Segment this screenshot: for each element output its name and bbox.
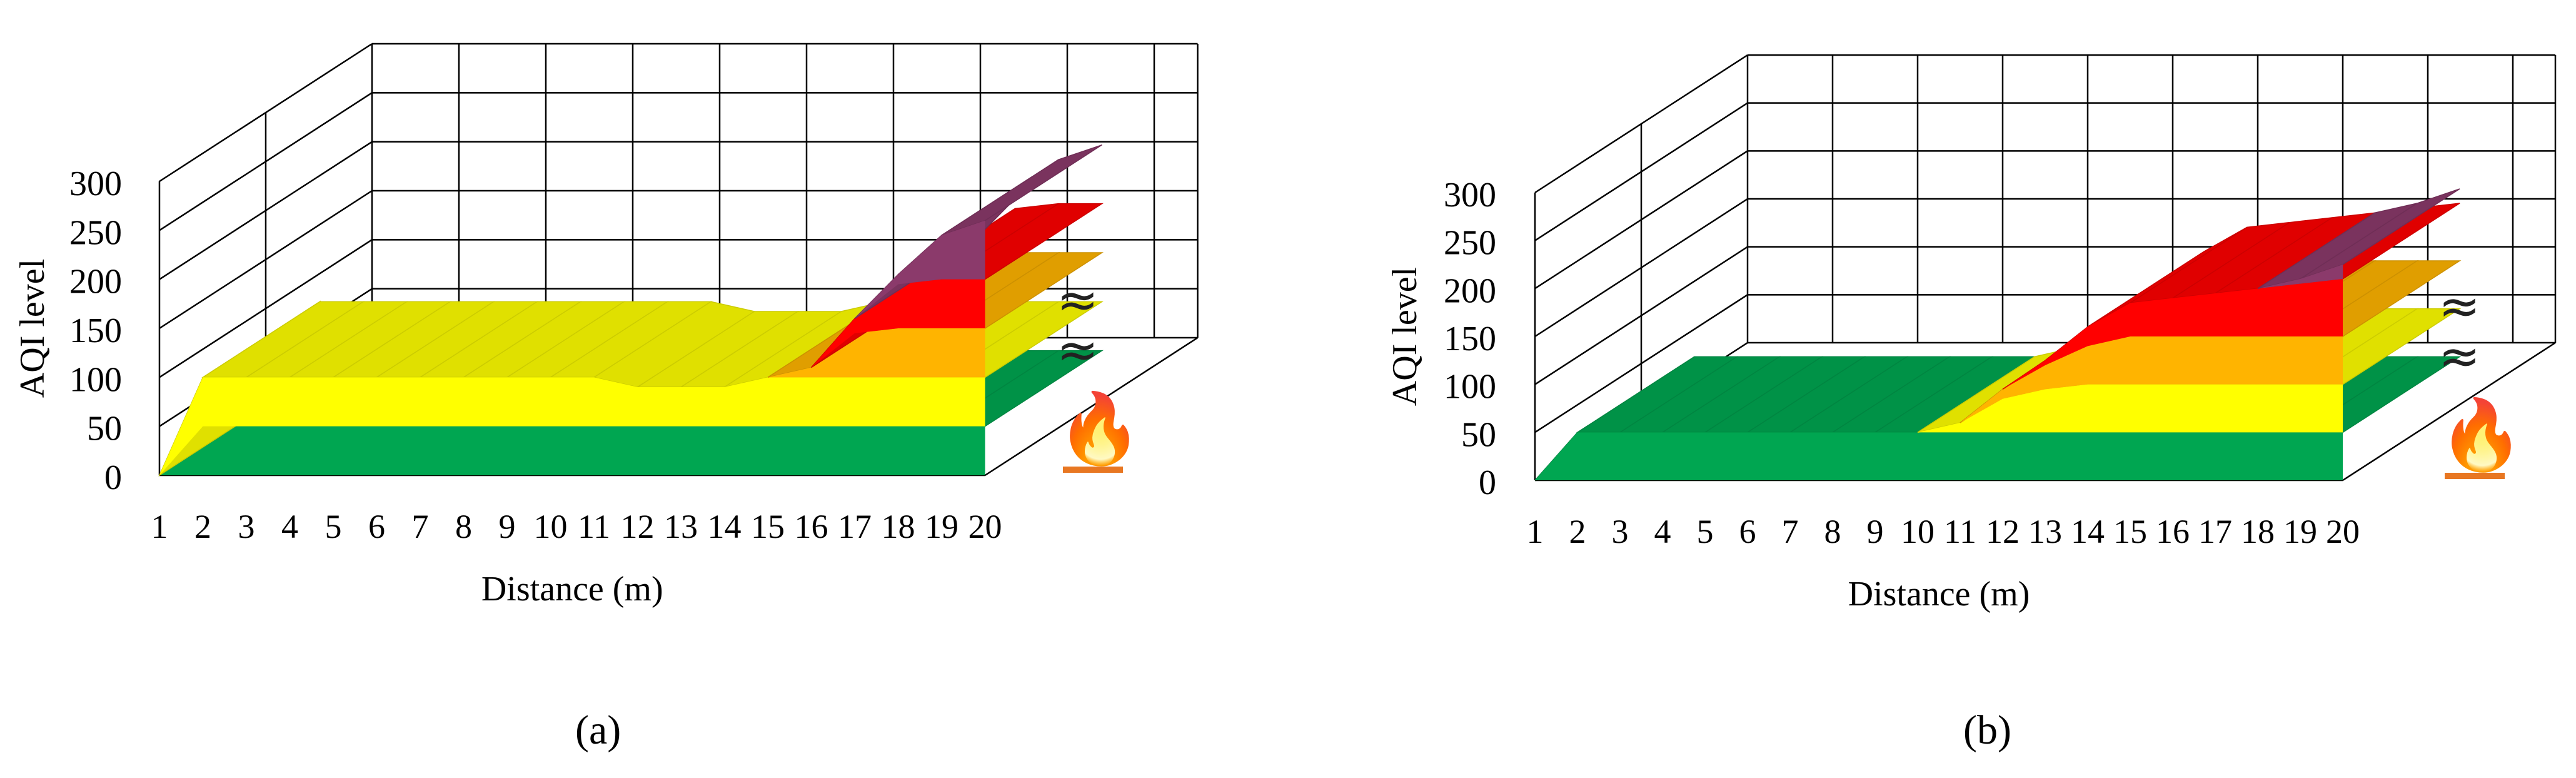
x-tick-label: 4 bbox=[281, 508, 298, 545]
x-tick-label: 18 bbox=[882, 508, 915, 545]
source-icon-group-b: ≈ ≈ 🔥 bbox=[2438, 277, 2526, 479]
fire-icon: 🔥 bbox=[2438, 395, 2524, 475]
fire-base-icon bbox=[1063, 467, 1123, 473]
source-icon-group-a: ≈ ≈ 🔥 bbox=[1057, 271, 1144, 473]
y-tick-label: 100 bbox=[69, 360, 122, 399]
steam-icon: ≈ ≈ bbox=[1057, 271, 1105, 379]
x-tick-label: 5 bbox=[1697, 513, 1714, 550]
chart-panel-a: 0 50 100 150 200 250 300 1 2 3 4 5 6 7 8 9 10 11 12 13 14 15 1… bbox=[13, 43, 1199, 753]
floor-edge bbox=[2342, 341, 2556, 482]
series-front-a-1 bbox=[159, 377, 985, 475]
caption-b: (b) bbox=[1963, 707, 2011, 753]
x-tick-label: 11 bbox=[1944, 513, 1976, 550]
x-tick-label: 14 bbox=[2071, 513, 2105, 550]
x-tick-label: 13 bbox=[2028, 513, 2062, 550]
y-tick-label: 250 bbox=[69, 213, 122, 252]
x-tick-label: 17 bbox=[838, 508, 872, 545]
floor-edge bbox=[984, 336, 1199, 477]
y-tick-label: 200 bbox=[1444, 271, 1496, 310]
x-tick-label: 18 bbox=[2241, 513, 2275, 550]
series-front-b-2 bbox=[1535, 336, 2343, 480]
x-tick-label: 7 bbox=[412, 508, 429, 545]
x-tick-label: 14 bbox=[708, 508, 742, 545]
x-tick-label: 15 bbox=[2113, 513, 2147, 550]
grid-a bbox=[158, 43, 1199, 477]
x-tick-label: 7 bbox=[1782, 513, 1799, 550]
x-tick-label: 8 bbox=[455, 508, 472, 545]
x-axis-title: Distance (m) bbox=[1848, 575, 2030, 614]
y-tick-label: 300 bbox=[1444, 176, 1496, 215]
x-tick-label: 3 bbox=[238, 508, 255, 545]
fire-base-icon bbox=[2445, 473, 2505, 479]
y-tick-label: 250 bbox=[1444, 224, 1496, 263]
x-tick-label: 12 bbox=[1986, 513, 2020, 550]
x-tick-label: 1 bbox=[151, 508, 168, 545]
x-tick-label: 20 bbox=[969, 508, 1002, 545]
y-tick-label: 300 bbox=[69, 164, 122, 203]
series-group-a bbox=[158, 144, 1104, 477]
x-tick-label: 8 bbox=[1824, 513, 1841, 550]
y-tick-label: 0 bbox=[1479, 463, 1496, 502]
series-front-b-1 bbox=[1535, 384, 2343, 480]
caption-a: (a) bbox=[575, 707, 621, 753]
y-tick-label: 50 bbox=[87, 410, 122, 448]
x-tick-label: 16 bbox=[2156, 513, 2190, 550]
x-tick-label: 10 bbox=[1901, 513, 1935, 550]
y-tick-label: 0 bbox=[104, 458, 122, 497]
fire-icon: 🔥 bbox=[1057, 388, 1142, 468]
y-axis-title: AQI level bbox=[1386, 267, 1424, 406]
x-tick-label: 6 bbox=[368, 508, 385, 545]
y-ticks-a: 0 50 100 150 200 250 300 bbox=[69, 164, 122, 497]
x-ticks-a: 1 2 3 4 5 6 7 8 9 10 11 12 13 14 15 16 17 18 19 20 bbox=[151, 508, 1002, 545]
x-tick-label: 13 bbox=[664, 508, 698, 545]
x-ticks-b: 1 2 3 4 5 6 7 8 9 10 11 12 13 14 15 16 17 18 19 20 bbox=[1527, 513, 2360, 550]
x-tick-label: 17 bbox=[2198, 513, 2232, 550]
x-tick-label: 5 bbox=[325, 508, 342, 545]
y-tick-label: 150 bbox=[69, 311, 122, 350]
y-tick-label: 50 bbox=[1461, 415, 1496, 454]
x-tick-label: 19 bbox=[925, 508, 958, 545]
series-group-b bbox=[1534, 188, 2462, 481]
series-a-4 bbox=[159, 144, 1102, 475]
y-axis-title: AQI level bbox=[13, 259, 52, 398]
series-front-b-0 bbox=[1535, 432, 2343, 480]
x-tick-label: 3 bbox=[1612, 513, 1629, 550]
series-front-a-3 bbox=[159, 279, 985, 475]
series-front-b-3 bbox=[1535, 279, 2343, 480]
x-tick-label: 12 bbox=[621, 508, 655, 545]
x-tick-label: 16 bbox=[795, 508, 828, 545]
y-tick-label: 100 bbox=[1444, 368, 1496, 407]
x-tick-label: 2 bbox=[1569, 513, 1586, 550]
x-tick-label: 2 bbox=[194, 508, 211, 545]
x-tick-label: 9 bbox=[1867, 513, 1884, 550]
x-tick-label: 19 bbox=[2283, 513, 2317, 550]
series-front-a-0 bbox=[159, 426, 985, 475]
chart-panel-b: 0 50 100 150 200 250 300 1 2 3 4 5 6 7 8 9 10 11 12 13 14 15 1… bbox=[1288, 0, 2576, 778]
x-tick-label: 10 bbox=[534, 508, 568, 545]
x-tick-label: 15 bbox=[751, 508, 785, 545]
steam-icon: ≈ ≈ bbox=[2438, 277, 2487, 385]
x-tick-label: 20 bbox=[2326, 513, 2360, 550]
series-b-3 bbox=[1535, 203, 2460, 480]
x-tick-label: 11 bbox=[578, 508, 610, 545]
x-tick-label: 1 bbox=[1527, 513, 1544, 550]
y-tick-label: 200 bbox=[69, 263, 122, 301]
y-tick-label: 150 bbox=[1444, 320, 1496, 358]
series-b-4 bbox=[1535, 188, 2460, 480]
y-ticks-b: 0 50 100 150 200 250 300 bbox=[1444, 176, 1496, 502]
x-tick-label: 4 bbox=[1654, 513, 1671, 550]
x-axis-title: Distance (m) bbox=[481, 570, 663, 609]
x-tick-label: 9 bbox=[499, 508, 516, 545]
series-top-b-4-18 bbox=[2300, 188, 2460, 280]
x-tick-label: 6 bbox=[1739, 513, 1756, 550]
series-front-a-2 bbox=[159, 328, 985, 475]
